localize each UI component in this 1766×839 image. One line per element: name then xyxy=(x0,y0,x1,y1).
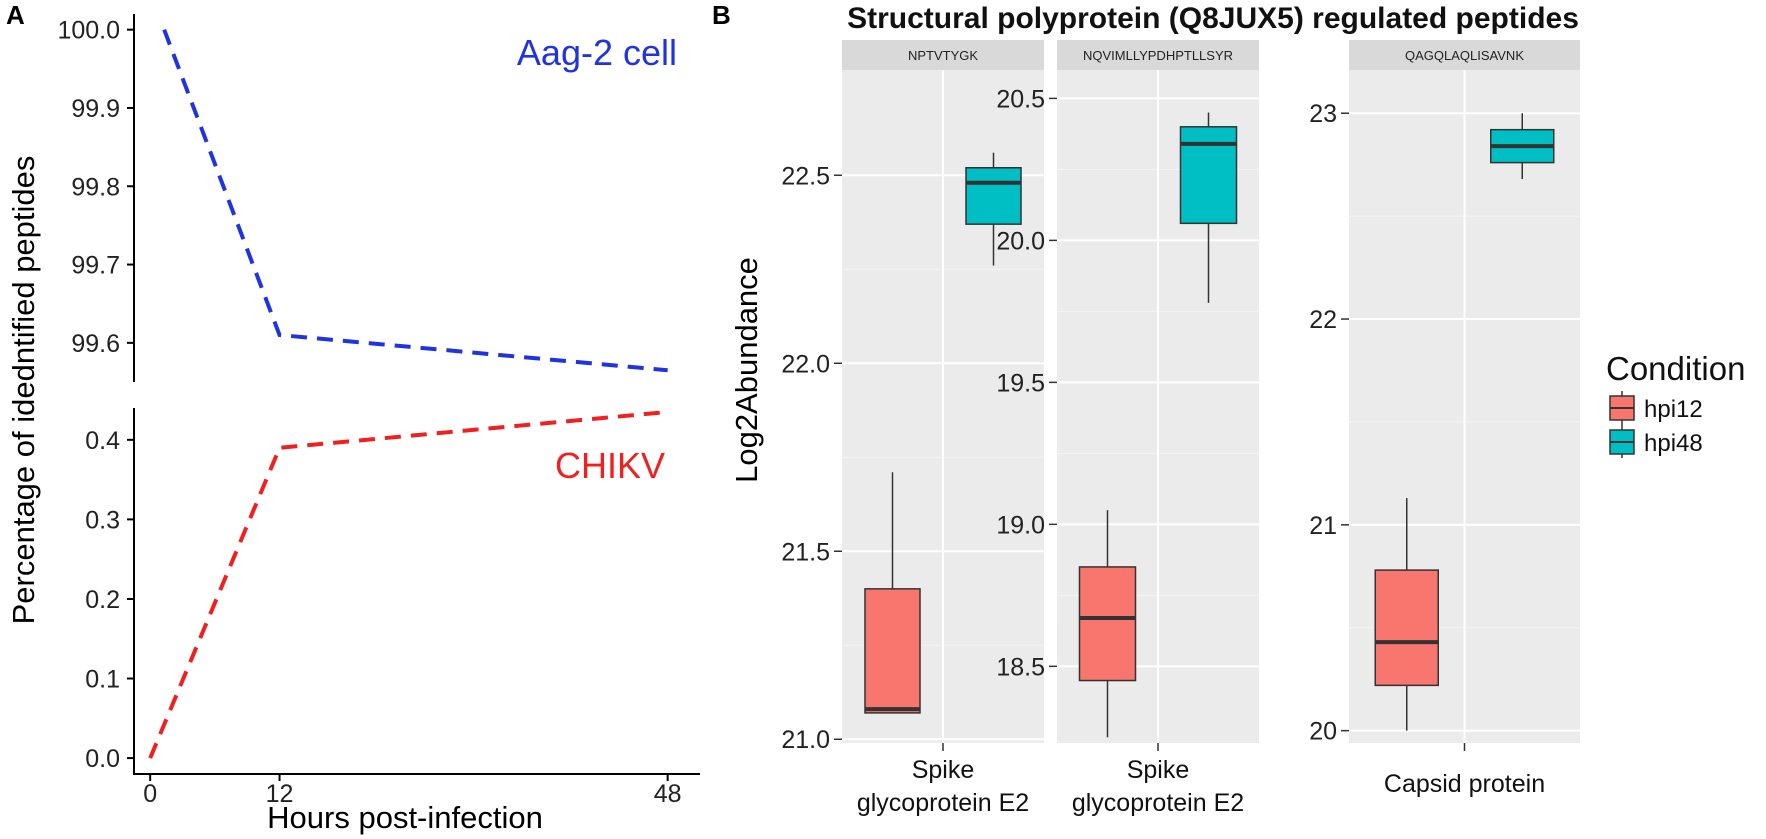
box-hpi12 xyxy=(1078,566,1137,682)
facet-strip xyxy=(842,40,1044,70)
panel-a-x-axis-title: Hours post-infection xyxy=(267,800,543,835)
facet-strip xyxy=(1349,40,1580,70)
legend-title: Condition xyxy=(1606,350,1745,387)
box-hpi12 xyxy=(864,588,921,714)
panel-a-tag: A xyxy=(6,0,25,30)
facet-strip xyxy=(1057,40,1259,70)
facet-y-tick-label: 20.5 xyxy=(996,85,1045,113)
facet-y-tick-label: 21 xyxy=(1309,512,1337,540)
facet-strip-label: NQVIMLLYPDHPTLLSYR xyxy=(1083,48,1233,63)
panel-b-title: Structural polyprotein (Q8JUX5) regulate… xyxy=(847,2,1579,35)
facet-y-tick-label: 22.5 xyxy=(781,162,830,190)
panel-a-upper-tick-label: 99.8 xyxy=(71,173,120,201)
panel-a-y-axis-title: Percentage of idedntified peptides xyxy=(6,156,41,625)
aag2-cell-line xyxy=(162,28,668,373)
facet-x-category-label: glycoprotein E2 xyxy=(857,789,1029,817)
facet-y-tick-label: 22.0 xyxy=(781,350,830,378)
box-hpi48 xyxy=(965,167,1022,225)
panel-a-lower-tick-label: 0.1 xyxy=(85,666,120,694)
facet-strip-label: QAGQLAQLISAVNK xyxy=(1405,48,1524,63)
facet-y-tick-label: 20.0 xyxy=(996,227,1045,255)
panel-b-y-axis-title: Log2Abundance xyxy=(729,257,764,483)
panel-a-upper-tick-label: 100.0 xyxy=(57,17,120,45)
panel-a-upper-tick-label: 99.6 xyxy=(71,330,120,358)
facet-y-tick-label: 21.0 xyxy=(781,726,830,754)
facet-y-tick-label: 18.5 xyxy=(996,653,1045,681)
facet-strip-label: NPTVTYGK xyxy=(908,48,978,63)
panel-b-tag: B xyxy=(712,0,731,30)
box-hpi48 xyxy=(1179,126,1238,225)
facet-y-tick-label: 23 xyxy=(1309,100,1337,128)
facet-y-tick-label: 20 xyxy=(1309,718,1337,746)
facet-y-tick-label: 22 xyxy=(1309,306,1337,334)
legend-hpi12-label: hpi12 xyxy=(1644,396,1703,423)
panel-a-x-tick-label: 12 xyxy=(266,780,294,808)
chikv-label: CHIKV xyxy=(555,445,665,486)
panel-a-lower-tick-label: 0.3 xyxy=(85,506,120,534)
facet-x-category-label: Spike xyxy=(912,756,975,784)
panel-a-x-tick-label: 48 xyxy=(654,780,682,808)
facet-x-category-label: Spike xyxy=(1127,756,1190,784)
facet-y-tick-label: 19.5 xyxy=(996,369,1045,397)
chikv-line xyxy=(148,409,668,759)
facet-x-category-label: glycoprotein E2 xyxy=(1072,789,1244,817)
facet-x-category-label: Capsid protein xyxy=(1384,770,1545,798)
panel-a-lower-tick-label: 0.0 xyxy=(85,745,120,773)
facet-y-tick-label: 21.5 xyxy=(781,538,830,566)
panel-a-lower-tick-label: 0.2 xyxy=(85,586,120,614)
legend: Condition hpi12 hpi48 xyxy=(1606,350,1745,458)
panel-a-upper-tick-label: 99.7 xyxy=(71,252,120,280)
panel-a-upper-tick-label: 99.9 xyxy=(71,95,120,123)
aag2-cell-label: Aag-2 cell xyxy=(517,32,677,73)
legend-hpi48-label: hpi48 xyxy=(1644,430,1703,457)
box-hpi12 xyxy=(1374,569,1439,687)
facet-y-tick-label: 19.0 xyxy=(996,511,1045,539)
panel-a-x-tick-label: 0 xyxy=(143,780,157,808)
panel-a-lower-tick-label: 0.4 xyxy=(85,427,120,455)
